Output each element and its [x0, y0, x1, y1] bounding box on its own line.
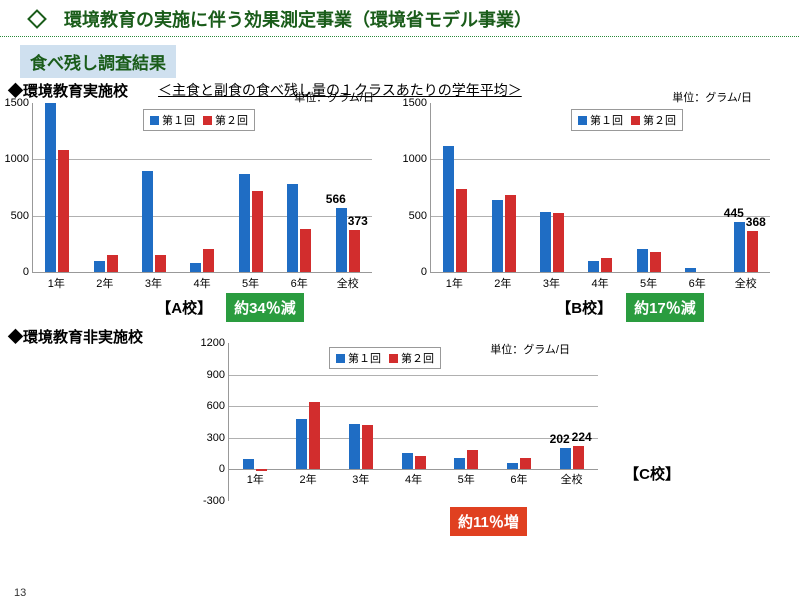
bar-s1	[454, 458, 465, 470]
xlabel: 5年	[226, 275, 275, 291]
ytick: 500	[11, 210, 29, 222]
xlabel: 2年	[81, 275, 130, 291]
bar-s2	[252, 191, 263, 272]
bar-s2	[300, 229, 311, 272]
bar-s1	[349, 424, 360, 469]
xlabel: 3年	[334, 471, 387, 487]
bar-s2	[203, 249, 214, 272]
bar-s2	[505, 195, 516, 272]
badge-c: 約11％増	[450, 507, 527, 536]
bar-s1	[239, 174, 250, 272]
ytick: 1500	[403, 97, 427, 109]
bar-s2	[467, 450, 478, 469]
bar-s1	[540, 212, 551, 272]
bar-s1	[492, 200, 503, 272]
bar-s2	[601, 258, 612, 272]
bar-s1	[734, 222, 745, 272]
xlabel: 2年	[282, 471, 335, 487]
chart-c: 単位：グラム/日 第１回 第２回 -3000300600900120020222…	[190, 343, 620, 536]
xlabel: 3年	[129, 275, 178, 291]
ytick: 1000	[403, 153, 427, 165]
bar-s2	[553, 213, 564, 272]
ytick: 900	[207, 369, 225, 381]
bar-s1	[45, 103, 56, 272]
ytick: -300	[203, 495, 225, 507]
value-label: 224	[572, 430, 592, 444]
ytick: 0	[421, 266, 427, 278]
bar-s1	[287, 184, 298, 272]
badge-b: 約17％減	[626, 293, 704, 322]
bar-s2	[58, 150, 69, 272]
school-b-label: 【B校】	[556, 297, 612, 318]
value-label: 445	[724, 206, 744, 220]
xlabel: 6年	[493, 471, 546, 487]
bar-s2	[520, 458, 531, 470]
value-label: 373	[348, 214, 368, 228]
chart-b: 単位：グラム/日 第１回 第２回 050010001500445368 1年2年…	[390, 103, 780, 322]
chart-a: 単位：グラム/日 第１回 第２回 050010001500566373 1年2年…	[20, 103, 380, 322]
bar-s1	[507, 463, 518, 469]
ytick: 1000	[5, 153, 29, 165]
bar-s1	[637, 249, 648, 272]
xlabel: 1年	[430, 275, 479, 291]
bar-s2	[456, 189, 467, 272]
bar-s1	[243, 459, 254, 470]
bar-s2	[650, 252, 661, 272]
subtitle-box: 食べ残し調査結果	[20, 45, 176, 78]
bar-s1	[560, 448, 571, 469]
school-c-label: 【C校】	[624, 463, 680, 484]
bar-s2	[573, 446, 584, 470]
bar-s2	[747, 231, 758, 272]
ytick: 500	[409, 210, 427, 222]
ytick: 300	[207, 432, 225, 444]
bar-s2	[362, 425, 373, 469]
bar-s1	[402, 453, 413, 470]
xlabel: 6年	[673, 275, 722, 291]
bar-s1	[190, 263, 201, 272]
badge-a: 約34％減	[226, 293, 304, 322]
bar-s2	[107, 255, 118, 272]
ytick: 1500	[5, 97, 29, 109]
xlabel: 1年	[32, 275, 81, 291]
xlabel: 5年	[440, 471, 493, 487]
bar-s1	[685, 268, 696, 273]
xlabel: 全校	[545, 471, 598, 487]
bar-s1	[443, 146, 454, 272]
ytick: 600	[207, 400, 225, 412]
xlabel: 5年	[624, 275, 673, 291]
value-label: 202	[550, 432, 570, 446]
xlabel: 全校	[721, 275, 770, 291]
ytick: 0	[23, 266, 29, 278]
bar-s2	[349, 230, 360, 272]
page-title: 環境教育の実施に伴う効果測定事業（環境省モデル事業）	[64, 6, 532, 32]
section2-label: ◆環境教育非実施校	[8, 326, 143, 347]
school-a-label: 【A校】	[156, 297, 212, 318]
xlabel: 6年	[275, 275, 324, 291]
slide-number: 13	[14, 587, 26, 599]
xlabel: 2年	[479, 275, 528, 291]
bar-s1	[94, 261, 105, 272]
bar-s1	[142, 171, 153, 272]
xlabel: 4年	[576, 275, 625, 291]
value-label: 566	[326, 192, 346, 206]
page-title-row: 環境教育の実施に伴う効果測定事業（環境省モデル事業）	[0, 0, 799, 37]
xlabel: 1年	[229, 471, 282, 487]
bar-s1	[296, 419, 307, 470]
value-label: 368	[746, 215, 766, 229]
xlabel: 4年	[178, 275, 227, 291]
xlabel: 4年	[387, 471, 440, 487]
ytick: 0	[219, 463, 225, 475]
xlabel: 全校	[323, 275, 372, 291]
bar-s1	[588, 261, 599, 272]
ytick: 1200	[201, 337, 225, 349]
bar-s2	[415, 456, 426, 470]
xlabel: 3年	[527, 275, 576, 291]
bar-s2	[155, 255, 166, 272]
bar-s2	[309, 402, 320, 469]
diamond-icon	[27, 9, 47, 29]
bar-s1	[336, 208, 347, 272]
